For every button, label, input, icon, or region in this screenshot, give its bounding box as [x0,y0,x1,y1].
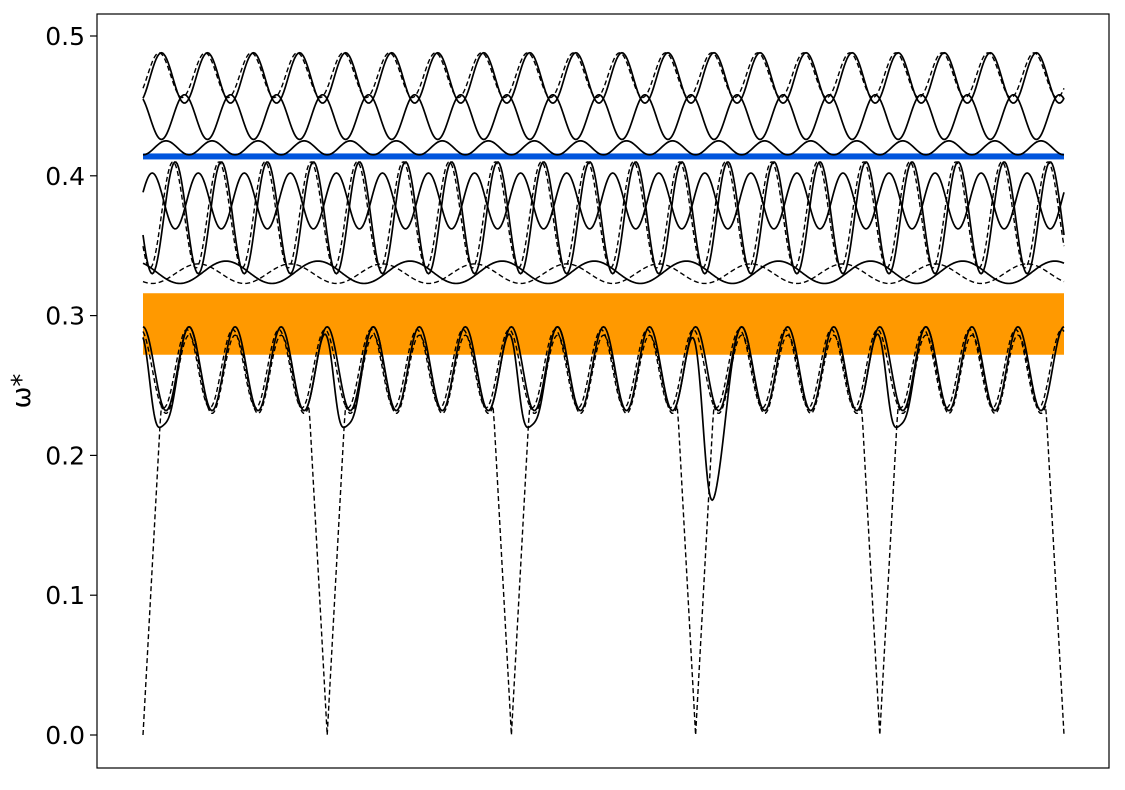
dip-2 [306,325,382,429]
y-tick-label-4: 0.4 [45,162,85,191]
solid-branch-1 [142,325,1065,412]
y-tick-label-1: 0.1 [45,581,85,610]
solid-branch-2 [142,260,1065,285]
band-gap-1 [143,293,1064,355]
solid-branch-7 [142,51,1065,104]
dashed-branch-2 [142,263,1065,285]
dispersion-lines-layer [142,51,1065,736]
acoustic-branch [142,334,1065,736]
solid-branch-4 [142,172,1065,230]
y-axis-ticks: 0.0 0.1 0.2 0.3 0.4 0.5 [45,22,97,750]
dashed-branch-4 [142,52,1065,99]
plot-frame [96,13,1110,769]
dashed-branch-3 [142,161,1065,269]
dip-3 [490,325,566,429]
y-tick-label-5: 0.5 [45,22,85,51]
dip-4 [674,326,750,502]
y-tick-label-3: 0.3 [45,302,85,331]
y-axis-label: ω* [7,374,37,409]
y-tick-label-0: 0.0 [45,721,85,750]
y-tick-label-2: 0.2 [45,441,85,470]
dip-1 [142,325,198,429]
band-gap-layer [143,153,1064,355]
dashed-branch-1 [142,328,1065,409]
solid-branch-3 [142,161,1065,275]
dip-5 [858,325,935,429]
solid-branch-5 [142,140,1065,156]
band-gap-2 [143,153,1064,160]
solid-branch-6 [142,93,1065,141]
